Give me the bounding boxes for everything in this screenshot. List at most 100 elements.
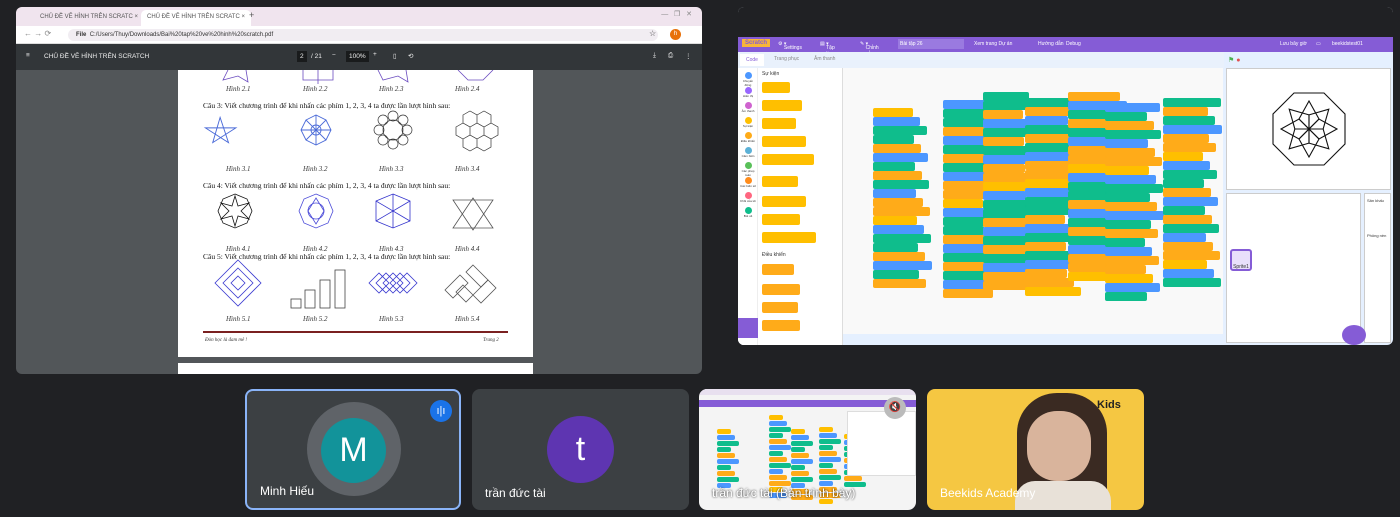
browser-tab[interactable]: CHỦ ĐỀ VẼ HÌNH TRÊN SCRATC × xyxy=(40,14,138,20)
script-block[interactable] xyxy=(943,235,991,244)
script-block[interactable] xyxy=(983,128,1037,137)
script-block[interactable] xyxy=(1068,137,1115,146)
script-block[interactable] xyxy=(983,173,1032,182)
script-block[interactable] xyxy=(873,117,920,126)
script-block[interactable] xyxy=(1163,278,1221,287)
script-block[interactable] xyxy=(983,254,1035,263)
presentation-tile[interactable]: 🔇 trần đức tài (Bản trình bày) xyxy=(699,389,916,510)
palette-block[interactable] xyxy=(762,82,790,93)
tab-code[interactable]: Code xyxy=(740,54,764,66)
palette-block[interactable] xyxy=(762,214,800,225)
more-icon[interactable]: ⋮ xyxy=(685,53,692,60)
script-block[interactable] xyxy=(1025,206,1078,215)
script-block[interactable] xyxy=(873,261,932,270)
script-block[interactable] xyxy=(1068,263,1113,272)
script-block[interactable] xyxy=(943,271,999,280)
script-block[interactable] xyxy=(983,92,1029,101)
script-block[interactable] xyxy=(1068,155,1109,164)
script-block[interactable] xyxy=(1025,161,1083,170)
category-item[interactable]: Các biến số xyxy=(740,177,756,188)
add-extension-button[interactable] xyxy=(738,318,758,338)
category-item[interactable]: Cảm biến xyxy=(740,147,756,158)
tutorials-button[interactable]: Hướng dẫn xyxy=(1038,41,1064,47)
script-block[interactable] xyxy=(943,190,996,199)
script-block[interactable] xyxy=(983,263,1042,272)
download-icon[interactable]: ⤓ xyxy=(653,52,656,59)
script-block[interactable] xyxy=(983,200,1033,209)
script-block[interactable] xyxy=(1105,130,1161,139)
script-block[interactable] xyxy=(1068,218,1118,227)
script-block[interactable] xyxy=(983,245,1028,254)
script-block[interactable] xyxy=(1025,197,1071,206)
new-tab-icon[interactable]: + xyxy=(249,10,255,20)
script-block[interactable] xyxy=(1068,128,1108,137)
script-block[interactable] xyxy=(873,162,915,171)
zoom-out-button[interactable]: − xyxy=(332,52,336,59)
script-block[interactable] xyxy=(943,109,993,118)
script-block[interactable] xyxy=(943,199,983,208)
palette-block[interactable] xyxy=(762,100,802,111)
zoom-input[interactable]: 100% xyxy=(346,51,369,62)
script-block[interactable] xyxy=(1025,134,1082,143)
script-block[interactable] xyxy=(1068,119,1121,128)
script-block[interactable] xyxy=(943,289,993,298)
nav-icons[interactable]: ← → ⟳ xyxy=(24,29,52,38)
green-flag-icon[interactable]: ⚑ ● xyxy=(1228,57,1241,64)
script-block[interactable] xyxy=(1105,175,1156,184)
print-icon[interactable]: ⎙ xyxy=(668,52,674,59)
fit-page-icon[interactable]: ▯ xyxy=(393,53,397,60)
script-block[interactable] xyxy=(1163,251,1220,260)
script-block[interactable] xyxy=(1068,146,1122,155)
browser-tab-active[interactable]: CHỦ ĐỀ VẼ HÌNH TRÊN SCRATC × xyxy=(141,10,251,26)
file-menu[interactable]: ▤ Tập tin ▾ xyxy=(820,41,835,57)
script-block[interactable] xyxy=(1105,157,1162,166)
script-block[interactable] xyxy=(1105,184,1163,193)
script-block[interactable] xyxy=(1068,227,1125,236)
script-block[interactable] xyxy=(873,225,924,234)
script-block[interactable] xyxy=(983,236,1041,245)
script-block[interactable] xyxy=(983,119,1030,128)
script-block[interactable] xyxy=(1025,260,1080,269)
script-block[interactable] xyxy=(1068,209,1111,218)
script-block[interactable] xyxy=(1025,287,1081,296)
script-block[interactable] xyxy=(1163,233,1206,242)
script-block[interactable] xyxy=(873,234,931,243)
script-block[interactable] xyxy=(983,281,1036,290)
script-block[interactable] xyxy=(1163,107,1208,116)
category-item[interactable]: Chuyển động xyxy=(740,72,756,87)
script-block[interactable] xyxy=(1163,98,1221,107)
palette-block[interactable] xyxy=(762,196,806,207)
stage-target-pane[interactable]: Sân khấu Phông nền xyxy=(1364,193,1391,343)
category-item[interactable]: Sự kiện xyxy=(740,117,756,128)
script-block[interactable] xyxy=(1025,116,1068,125)
palette-block[interactable] xyxy=(762,136,806,147)
script-block[interactable] xyxy=(1163,134,1209,143)
script-block[interactable] xyxy=(1025,233,1079,242)
script-block[interactable] xyxy=(1025,251,1073,260)
see-project-button[interactable]: Xem trang Dự án xyxy=(974,41,1013,47)
script-block[interactable] xyxy=(1068,236,1112,245)
script-block[interactable] xyxy=(1068,173,1123,182)
script-block[interactable] xyxy=(983,218,1027,227)
stage[interactable] xyxy=(1226,68,1391,190)
script-block[interactable] xyxy=(1025,143,1069,152)
script-block[interactable] xyxy=(873,144,921,153)
category-item[interactable]: Âm thanh xyxy=(740,102,756,113)
url-input[interactable]: File C:/Users/Thuy/Downloads/Bai%20tap%2… xyxy=(68,29,658,41)
category-item[interactable]: Khối của tôi xyxy=(740,192,756,203)
script-block[interactable] xyxy=(1025,98,1074,107)
rotate-icon[interactable]: ⟲ xyxy=(408,53,414,60)
script-block[interactable] xyxy=(983,227,1034,236)
script-block[interactable] xyxy=(873,126,927,135)
script-block[interactable] xyxy=(983,137,1024,146)
script-block[interactable] xyxy=(1105,193,1150,202)
script-block[interactable] xyxy=(1105,139,1148,148)
palette-block[interactable] xyxy=(762,320,800,331)
tab-sounds[interactable]: Âm thanh xyxy=(814,56,836,62)
script-block[interactable] xyxy=(1163,260,1207,269)
script-block[interactable] xyxy=(943,100,986,109)
script-block[interactable] xyxy=(873,108,913,117)
star-icon[interactable]: ☆ xyxy=(649,29,657,38)
script-block[interactable] xyxy=(873,207,930,216)
script-block[interactable] xyxy=(873,243,918,252)
